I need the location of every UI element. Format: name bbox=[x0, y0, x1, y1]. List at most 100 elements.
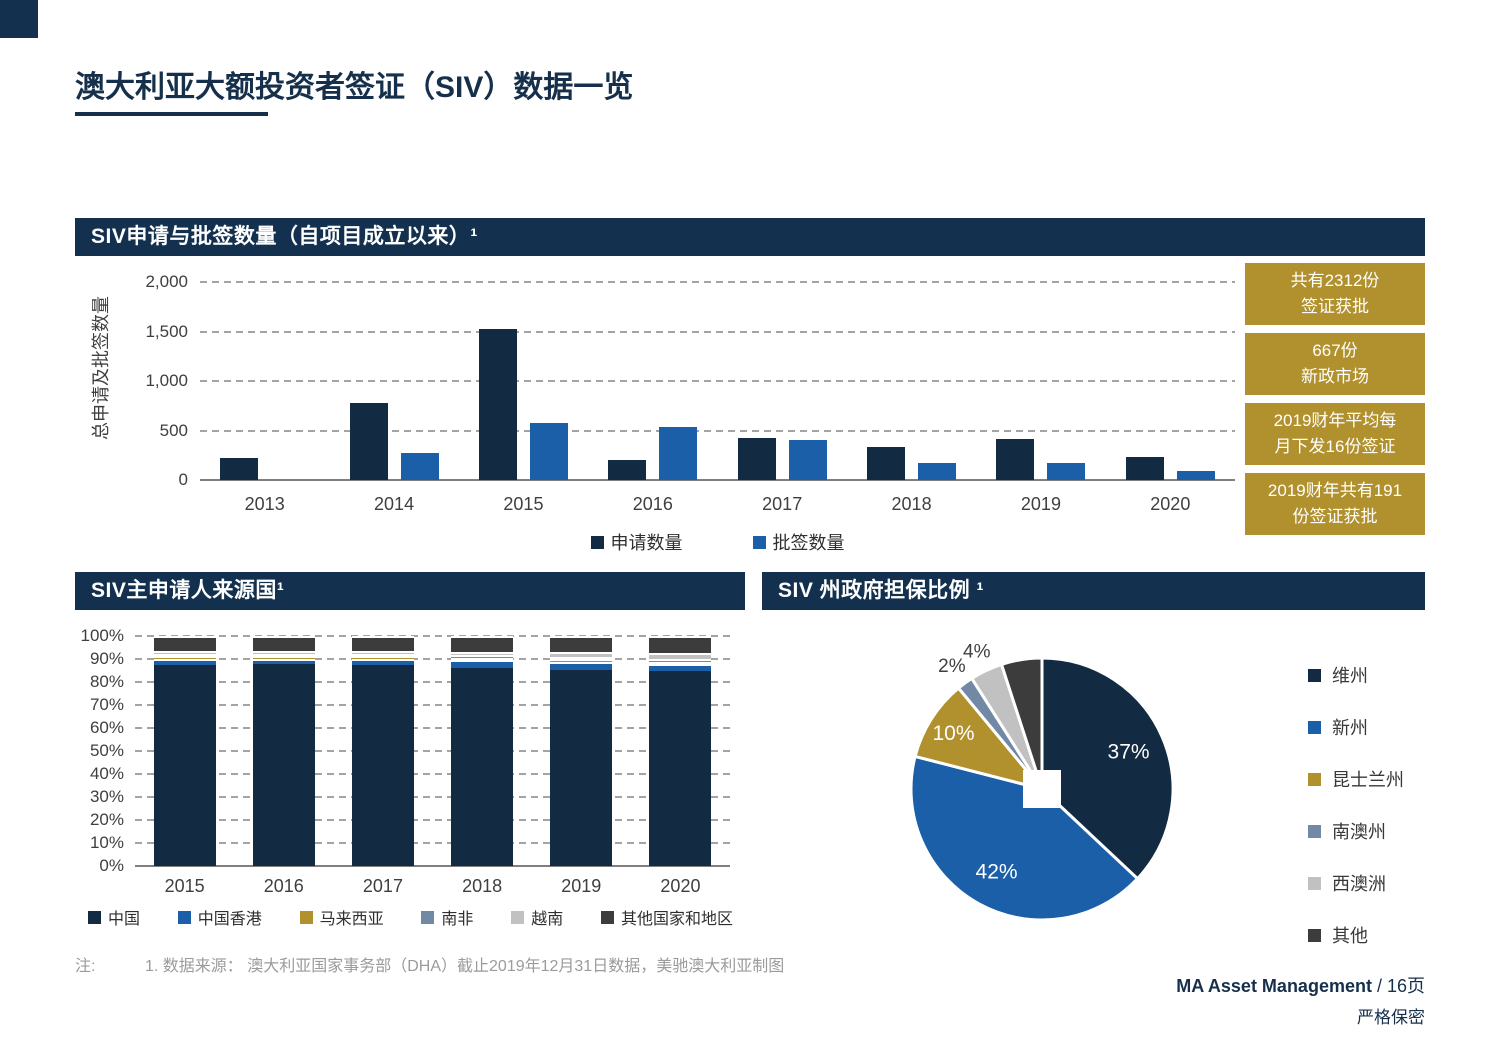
pie-label-维州: 37% bbox=[1108, 741, 1150, 764]
x-tick-label: 2019 bbox=[1020, 494, 1061, 514]
segment-越南 bbox=[351, 650, 414, 655]
bar-批签数量 bbox=[918, 463, 957, 480]
y-tick-label: 20% bbox=[89, 810, 124, 829]
segment-越南 bbox=[153, 650, 216, 655]
segment-中国 bbox=[351, 665, 414, 866]
gridline bbox=[135, 635, 730, 637]
segment-马来西亚 bbox=[351, 656, 414, 659]
segment-其他国家和地区 bbox=[451, 635, 514, 653]
chart1-title: SIV申请与批签数量（自项目成立以来）¹ bbox=[91, 225, 478, 248]
footer-brand-line: MA Asset Management / 16页 bbox=[1176, 972, 1425, 998]
stacked-bar-2016 bbox=[252, 636, 315, 866]
chart1-plot bbox=[200, 281, 1235, 481]
page-title: 澳大利亚大额投资者签证（SIV）数据一览 bbox=[75, 71, 634, 104]
pie-legend-item-其他: 其他 bbox=[1308, 922, 1404, 948]
segment-南非 bbox=[550, 656, 613, 659]
pie-slice-昆士兰州 bbox=[913, 685, 1047, 792]
footer-confidential: 严格保密 bbox=[1357, 1008, 1425, 1027]
chart1-header: SIV申请与批签数量（自项目成立以来）¹ bbox=[75, 218, 1425, 256]
bar-申请数量 bbox=[737, 438, 776, 480]
segment-南非 bbox=[153, 654, 216, 657]
legend-swatch bbox=[1308, 720, 1321, 734]
segment-南非 bbox=[252, 654, 315, 657]
segment-中国香港 bbox=[252, 658, 315, 665]
y-tick-label: 40% bbox=[89, 764, 124, 783]
legend-label: 越南 bbox=[531, 911, 564, 928]
bar-申请数量 bbox=[867, 447, 906, 480]
bar-批签数量 bbox=[659, 426, 698, 480]
x-axis-line bbox=[200, 479, 1235, 481]
legend-item: 其他国家和地区 bbox=[600, 905, 733, 929]
segment-中国 bbox=[153, 665, 216, 866]
bar-group-2013 bbox=[200, 282, 329, 480]
segment-越南 bbox=[252, 650, 315, 655]
legend-label: 昆士兰州 bbox=[1332, 770, 1404, 790]
segment-马来西亚 bbox=[550, 658, 613, 663]
legend-swatch bbox=[511, 910, 525, 924]
segment-中国香港 bbox=[451, 659, 514, 668]
legend-swatch bbox=[1308, 824, 1321, 838]
gridline bbox=[200, 380, 1235, 382]
bar-批签数量 bbox=[1176, 471, 1215, 480]
legend-item: 中国香港 bbox=[177, 905, 262, 929]
y-tick-label: 50% bbox=[89, 741, 124, 760]
chart2-y-ticks: 100% 90% 80% 70% 60% 50% 40% 30% 20% 10% 0% bbox=[42, 626, 124, 875]
callout-box: 2019财年平均每 月下发16份签证 bbox=[1245, 403, 1425, 465]
footer-page-number: / 16页 bbox=[1371, 976, 1425, 996]
segment-其他国家和地区 bbox=[649, 636, 712, 654]
legend-label: 其他国家和地区 bbox=[620, 911, 733, 928]
legend-label: 南澳州 bbox=[1332, 822, 1386, 842]
pie-label-南澳州: 2% bbox=[938, 656, 966, 677]
x-tick-label: 2013 bbox=[244, 494, 285, 514]
gridline bbox=[135, 773, 730, 775]
legend-swatch bbox=[1308, 928, 1321, 942]
legend-swatch bbox=[299, 910, 313, 924]
chart2-x-labels: 2015 2016 2017 2018 2019 2020 bbox=[135, 876, 730, 897]
bar-批签数量 bbox=[788, 440, 827, 480]
y-tick-label: 60% bbox=[89, 718, 124, 737]
segment-中国 bbox=[550, 670, 613, 866]
callout-box: 共有2312份 签证获批 bbox=[1245, 263, 1425, 325]
segment-中国香港 bbox=[550, 662, 613, 671]
segment-越南 bbox=[550, 652, 613, 657]
segment-其他国家和地区 bbox=[153, 635, 216, 651]
segment-越南 bbox=[451, 652, 514, 656]
segment-中国 bbox=[649, 671, 712, 866]
chart2-plot bbox=[135, 635, 730, 867]
segment-其他国家和地区 bbox=[351, 635, 414, 651]
chart1-x-labels: 2013 2014 2015 2016 2017 2018 2019 2020 bbox=[200, 494, 1235, 515]
segment-中国香港 bbox=[153, 658, 216, 666]
segment-马来西亚 bbox=[252, 656, 315, 659]
x-tick-label: 2014 bbox=[374, 494, 415, 514]
stacked-bar-2019 bbox=[550, 635, 613, 866]
segment-中国香港 bbox=[649, 664, 712, 672]
stacked-bar-2018 bbox=[451, 635, 514, 866]
bar-批签数量 bbox=[400, 453, 439, 480]
pie-legend-item-西澳洲: 西澳洲 bbox=[1308, 870, 1404, 896]
legend-swatch bbox=[88, 910, 101, 924]
segment-南非 bbox=[451, 655, 514, 658]
gridline bbox=[135, 658, 730, 660]
legend-label: 维州 bbox=[1332, 666, 1368, 686]
bar-group-2020 bbox=[631, 636, 730, 866]
legend-item: 中国 bbox=[88, 905, 140, 929]
segment-马来西亚 bbox=[153, 656, 216, 659]
chart1-y-ticks: 2,000 1,500 1,000 500 0 bbox=[110, 272, 188, 489]
chart3-header: SIV 州政府担保比例 ¹ bbox=[762, 572, 1425, 610]
legend-label: 中国香港 bbox=[197, 911, 262, 928]
bar-group-2016 bbox=[588, 282, 717, 480]
gridline bbox=[135, 750, 730, 752]
pie-legend-item-维州: 维州 bbox=[1308, 662, 1404, 688]
legend-item: 越南 bbox=[511, 905, 563, 929]
bar-申请数量 bbox=[220, 458, 259, 480]
segment-中国 bbox=[451, 667, 514, 866]
legend-label: 马来西亚 bbox=[319, 911, 384, 928]
legend-swatch bbox=[1308, 876, 1321, 890]
x-tick-label: 2016 bbox=[263, 876, 304, 896]
legend-item: 南非 bbox=[421, 905, 473, 929]
bar-批签数量 bbox=[529, 422, 568, 480]
gridline bbox=[135, 704, 730, 706]
callout-boxes: 共有2312份 签证获批 667份 新政市场 2019财年平均每 月下发16份签证 2… bbox=[1245, 263, 1425, 543]
bar-申请数量 bbox=[1125, 457, 1164, 480]
